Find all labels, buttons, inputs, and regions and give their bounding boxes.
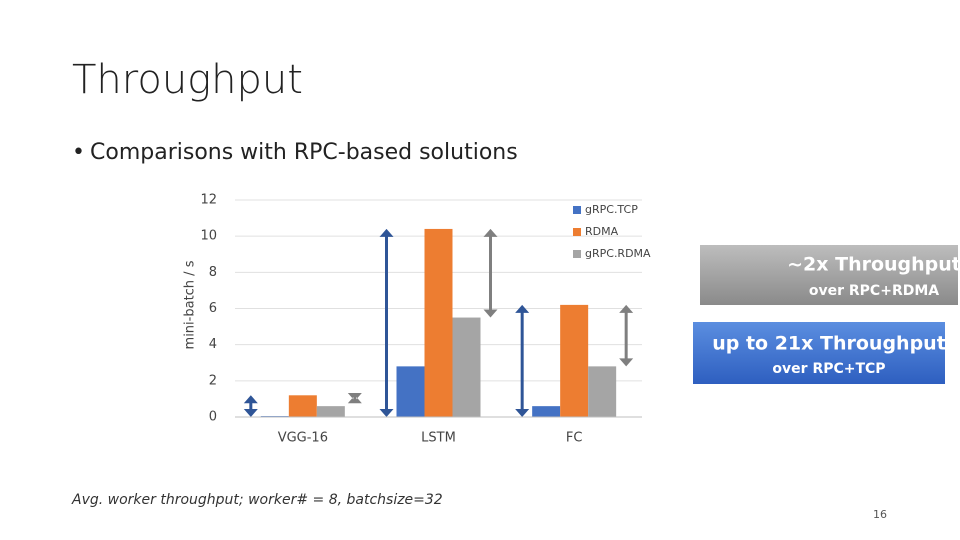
y-tick-label: 8 — [209, 265, 217, 280]
legend-swatch — [573, 250, 581, 258]
bar — [316, 406, 345, 417]
bar — [560, 304, 589, 417]
callout-headline: up to 21x Throughput — [712, 333, 946, 355]
callout-headline: ~2x Throughput — [787, 254, 960, 276]
bar — [424, 228, 453, 417]
y-tick-label: 4 — [209, 337, 217, 352]
arrow-head — [347, 393, 362, 404]
callout-detail: over RPC+TCP — [772, 361, 885, 377]
y-tick-label: 12 — [200, 193, 217, 208]
slide-title: Throughput — [72, 57, 303, 103]
page-number: 16 — [873, 508, 887, 521]
bar — [588, 366, 617, 417]
legend-swatch — [573, 228, 581, 236]
bullet-marker: • — [72, 140, 85, 165]
callout-box — [693, 322, 945, 384]
legend-swatch — [573, 206, 581, 214]
y-tick-label: 0 — [209, 410, 217, 425]
y-tick-label: 2 — [209, 373, 217, 388]
x-tick-label: VGG-16 — [278, 431, 328, 446]
bar — [452, 317, 481, 417]
callout-box — [700, 245, 958, 305]
y-tick-label: 10 — [200, 229, 217, 244]
legend-label: gRPC.TCP — [585, 203, 638, 216]
y-axis-label: mini-batch / s — [183, 260, 198, 349]
bullet-text: Comparisons with RPC-based solutions — [90, 140, 518, 165]
bar — [288, 395, 317, 417]
arrow-head — [243, 395, 258, 417]
callout-detail: over RPC+RDMA — [809, 283, 939, 299]
legend-label: gRPC.RDMA — [585, 247, 651, 260]
x-tick-label: LSTM — [421, 431, 456, 446]
bar — [396, 366, 425, 417]
legend-label: RDMA — [585, 225, 619, 238]
footnote: Avg. worker throughput; worker# = 8, bat… — [71, 492, 443, 508]
bar — [532, 406, 561, 417]
x-tick-label: FC — [566, 431, 583, 446]
y-tick-label: 6 — [209, 301, 217, 316]
